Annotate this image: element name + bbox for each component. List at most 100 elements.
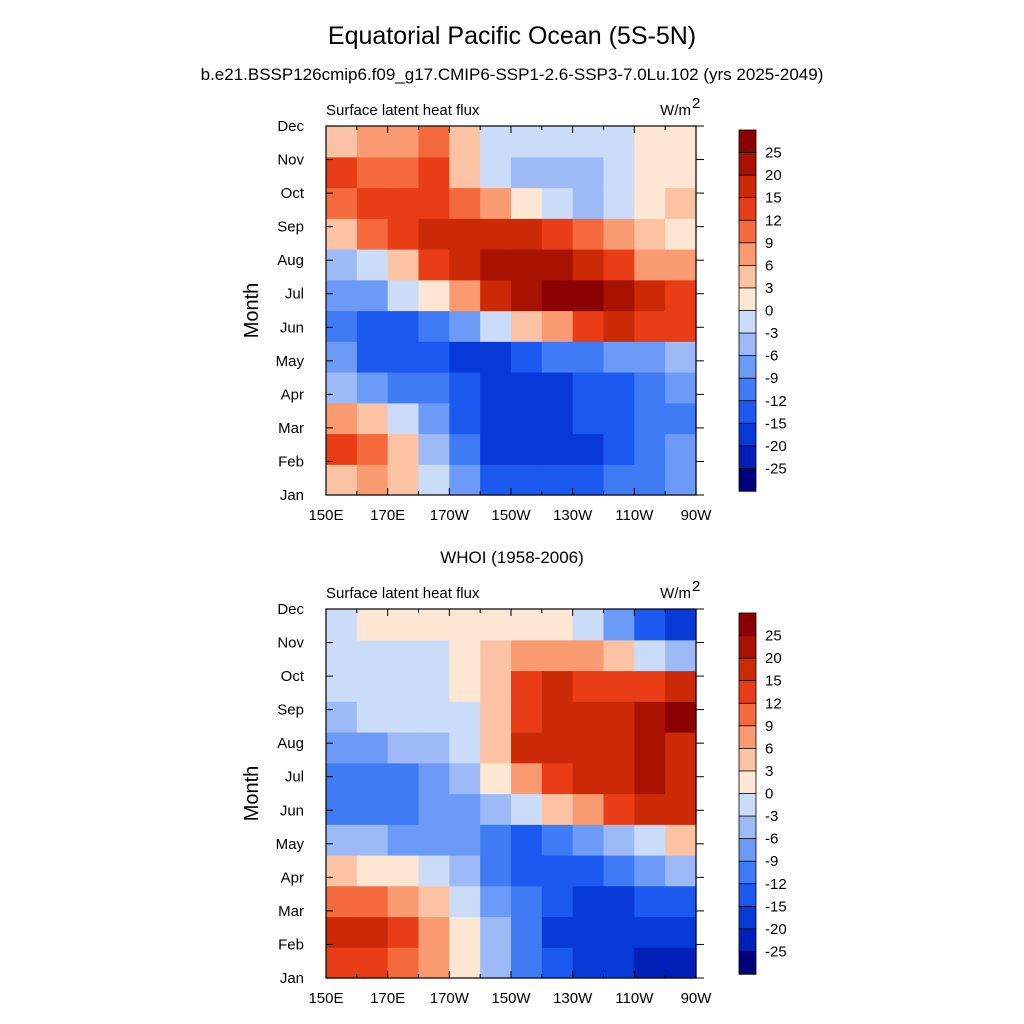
colorbar-label: 20 (765, 167, 782, 184)
heatmap-cell (356, 824, 389, 856)
heatmap-cell (356, 279, 389, 312)
heatmap-cell (418, 372, 450, 404)
heatmap-cell (603, 916, 635, 948)
heatmap-cell (418, 126, 450, 158)
x-tick-label: 130W (553, 507, 593, 524)
y-tick-label: May (276, 836, 305, 853)
heatmap-cell (603, 218, 635, 250)
heatmap-cell (326, 249, 358, 281)
colorbar-swatch (738, 332, 757, 357)
heatmap-cell (541, 310, 574, 342)
colorbar-label: -9 (765, 370, 778, 387)
heatmap-cell (418, 762, 450, 795)
heatmap-cell (634, 218, 666, 250)
heatmap-cell (326, 156, 358, 189)
heatmap-cell (603, 609, 635, 641)
heatmap-cell (480, 701, 512, 733)
heatmap-cell (603, 885, 635, 918)
heatmap-cell (480, 279, 512, 312)
units-label: W/m (660, 585, 691, 602)
heatmap-cell (665, 885, 697, 918)
x-tick-label: 130W (553, 990, 593, 1007)
heatmap-cell (541, 947, 574, 979)
colorbar-label: -6 (765, 831, 778, 848)
colorbar-swatch (738, 400, 757, 425)
colorbar-label: 3 (765, 763, 773, 780)
heatmap-cell (418, 947, 450, 979)
heatmap-cell (511, 701, 543, 733)
heatmap-cell (511, 126, 543, 158)
heatmap-cell (356, 218, 389, 250)
heatmap-cell (326, 701, 358, 733)
heatmap-cell (449, 670, 481, 702)
heatmap-cell (603, 279, 635, 312)
y-tick-label: Dec (277, 118, 304, 135)
heatmap-cell (449, 156, 481, 189)
heatmap-cell (449, 793, 481, 825)
colorbar-swatch (738, 377, 757, 402)
heatmap-cell (449, 464, 481, 496)
heatmap-cell (326, 218, 358, 250)
heatmap-cell (387, 249, 420, 281)
colorbar-swatch (738, 860, 757, 885)
heatmap-cell (634, 279, 666, 312)
heatmap-cell (387, 187, 420, 219)
y-tick-label: Jul (285, 286, 304, 303)
heatmap-cell (418, 609, 450, 641)
heatmap-cell (480, 855, 512, 887)
colorbar-label: -12 (765, 876, 787, 893)
heatmap-cell (572, 701, 605, 733)
colorbar-swatch (738, 657, 757, 682)
heatmap-cell (603, 855, 635, 887)
colorbar-swatch (738, 905, 757, 930)
heatmap-cell (356, 609, 389, 641)
heatmap-cell (634, 916, 666, 948)
heatmap-cell (665, 670, 697, 702)
heatmap-cell (480, 916, 512, 948)
heatmap-cell (541, 433, 574, 465)
heatmap-cell (634, 701, 666, 733)
heatmap-cell (634, 947, 666, 979)
heatmap-cell (603, 156, 635, 189)
x-tick-label: 150E (308, 990, 343, 1007)
heatmap-cell (449, 639, 481, 672)
heatmap-cell (603, 464, 635, 496)
heatmap-cell (634, 762, 666, 795)
heatmap-cell (572, 433, 605, 465)
heatmap-cell (665, 916, 697, 948)
heatmap-cell (449, 433, 481, 465)
heatmap-cell (326, 947, 358, 979)
y-tick-label: Apr (281, 386, 304, 403)
heatmap-cell (603, 732, 635, 764)
heatmap-cell (634, 609, 666, 641)
heatmap-cell (511, 670, 543, 702)
heatmap-cell (603, 402, 635, 435)
heatmap-cell (326, 639, 358, 672)
heatmap-cell (511, 341, 543, 373)
heatmap-cell (387, 402, 420, 435)
heatmap-cell (541, 156, 574, 189)
units-exponent: 2 (692, 95, 700, 112)
x-tick-label: 110W (615, 990, 654, 1007)
heatmap-cell (326, 341, 358, 373)
heatmap-cell (603, 824, 635, 856)
y-tick-label: Oct (281, 668, 305, 685)
heatmap-cell (665, 824, 697, 856)
heatmap-cell (572, 341, 605, 373)
y-tick-label: Feb (278, 936, 304, 953)
heatmap-cell (603, 947, 635, 979)
x-tick-label: 170W (430, 507, 470, 524)
heatmap-cell (572, 218, 605, 250)
heatmap-cell (480, 372, 512, 404)
heatmap-cell (541, 793, 574, 825)
heatmap-cell (572, 372, 605, 404)
heatmap-cell (387, 701, 420, 733)
heatmap-cell (665, 433, 697, 465)
colorbar-label: 12 (765, 695, 782, 712)
heatmap-cell (572, 156, 605, 189)
colorbar-label: -3 (765, 808, 778, 825)
heatmap-cell (541, 218, 574, 250)
heatmap-cell (387, 793, 420, 825)
heatmap-cell (326, 310, 358, 342)
colorbar-label: 6 (765, 257, 773, 274)
